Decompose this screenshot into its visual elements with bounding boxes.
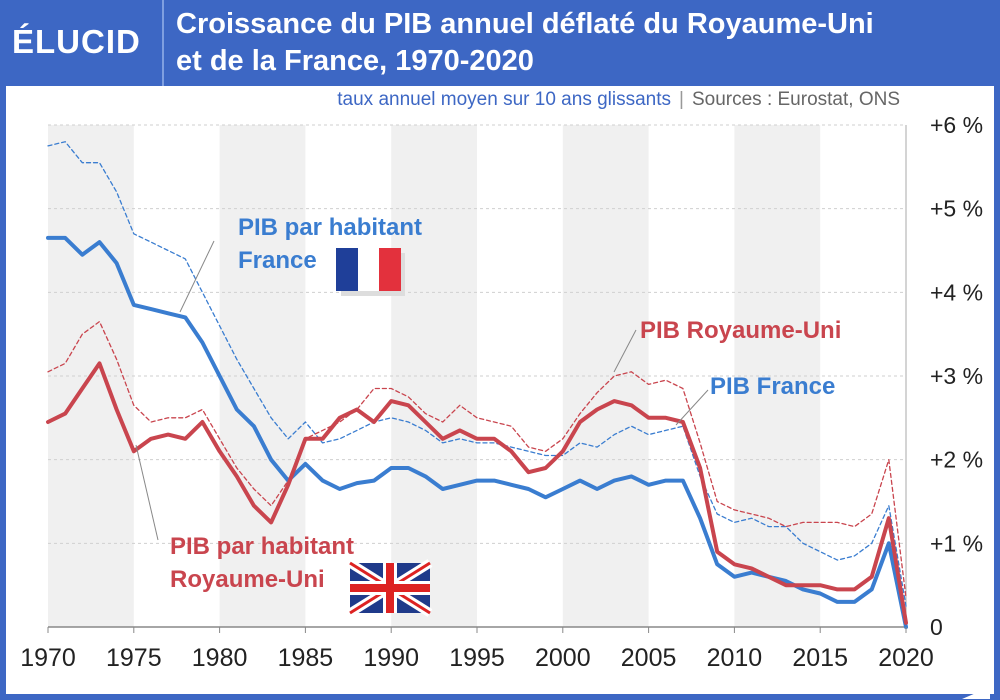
y-tick-label: +3 %: [930, 363, 983, 389]
gridlines: [48, 124, 907, 628]
x-tick-label: 2010: [707, 644, 763, 672]
x-tick-label: 2005: [621, 644, 677, 672]
sources-text: Sources : Eurostat, ONS: [691, 89, 900, 110]
leader-fr-capita: [179, 240, 215, 313]
label-fr-gdp: PIB France: [710, 373, 835, 400]
subtitle-separator: |: [679, 89, 684, 110]
y-tick-label: +6 %: [930, 112, 983, 138]
y-tick-label: +5 %: [930, 196, 983, 222]
leader-fr-gdp: [675, 389, 709, 426]
elucid-logo[interactable]: ÉLUCID: [12, 23, 141, 60]
x-tick-label: 2015: [792, 644, 848, 672]
uk-flag-icon: [347, 559, 433, 617]
y-tick-label: +1 %: [930, 530, 983, 556]
series-line: [46, 361, 908, 625]
x-tick-label: 1990: [363, 644, 419, 672]
footer-flag-icon: [962, 687, 990, 699]
x-tick-label: 1980: [192, 644, 248, 672]
y-tick-label: +2 %: [930, 447, 983, 473]
title-line-2: et de la France, 1970-2020: [176, 45, 534, 77]
x-tick-label: 1975: [106, 644, 162, 672]
leader-uk-gdp: [613, 329, 637, 373]
footer-url[interactable]: www.elucid.media: [867, 685, 956, 697]
header-bar: ÉLUCID Croissance du PIB annuel déflaté …: [0, 0, 1000, 86]
leader-uk-capita: [135, 444, 159, 541]
y-tick-label: 0: [930, 614, 943, 640]
title-line-1: Croissance du PIB annuel déflaté du Roya…: [176, 8, 874, 40]
y-tick-label: +4 %: [930, 279, 983, 305]
y-axis-ticks: 0 +1 % +2 % +3 % +4 % +5 % +6 %: [930, 112, 983, 640]
chart-subtitle: taux annuel moyen sur 10 ans glissants | S…: [0, 89, 900, 111]
subtitle-text: taux annuel moyen sur 10 ans glissants: [337, 89, 672, 110]
shaded-band: [219, 125, 306, 627]
series-line: [47, 320, 907, 599]
x-tick-label: 1985: [278, 644, 334, 672]
chart-title: Croissance du PIB annuel déflaté du Roya…: [176, 6, 991, 80]
label-fr-capita-line2: France: [238, 247, 317, 274]
label-fr-capita-line1: PIB par habitant: [238, 214, 422, 241]
label-uk-gdp: PIB Royaume-Uni: [640, 317, 841, 344]
label-uk-capita-line1: PIB par habitant: [170, 533, 354, 560]
label-uk-capita-line2: Royaume-Uni: [170, 566, 325, 593]
header-divider: [162, 0, 164, 86]
france-flag-icon: [336, 248, 405, 296]
x-tick-label: 1970: [20, 644, 76, 672]
x-tick-label: 2000: [535, 644, 591, 672]
series-line: [47, 141, 907, 607]
x-tick-label: 2020: [878, 644, 934, 672]
series-lines: [46, 141, 908, 629]
x-tick-label: 1995: [449, 644, 505, 672]
x-axis-ticks: 1970 1975 1980 1985 1990 1995 2000 2005 2010 2015…: [20, 627, 934, 672]
shaded-band: [562, 125, 649, 627]
